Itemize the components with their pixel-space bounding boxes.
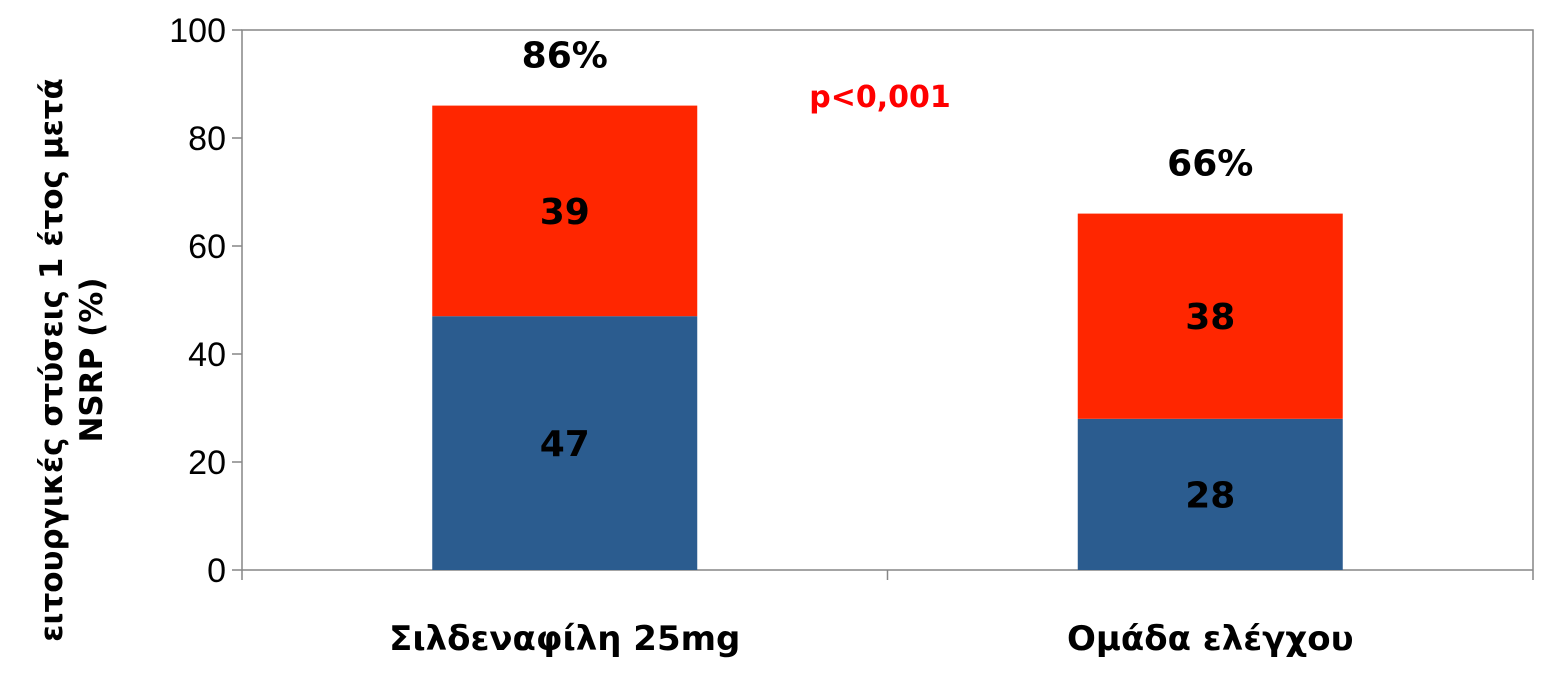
y-tick-label: 20 [188, 444, 226, 482]
bar-segment-0-1 [432, 105, 698, 317]
y-tick-label: 100 [169, 12, 226, 50]
bar-total-label: 86% [522, 36, 608, 77]
bar-segment-1-1 [1077, 213, 1343, 419]
bar-segment-0-0 [432, 316, 698, 570]
y-axis-label-line-2: NSRP (%) [74, 277, 110, 442]
bar-segment-value-label: 39 [540, 192, 590, 233]
p-value-annotation: p<0,001 [809, 80, 951, 115]
y-axis-label-line-1: ειτουργικές στύσεις 1 έτος μετά [34, 78, 70, 642]
y-tick-label: 60 [188, 228, 226, 266]
y-tick-label: 40 [188, 336, 226, 374]
y-tick-label: 0 [207, 552, 226, 590]
y-axis-ticks: 0 20 40 60 80 100 [169, 12, 242, 590]
y-axis-label: ειτουργικές στύσεις 1 έτος μετά NSRP (%) [34, 78, 110, 642]
x-category-label: Σιλδεναφίλη 25mg [389, 619, 740, 659]
data-labels: 47 39 86% Σιλδεναφίλη 25mg 28 38 66% Ομάδα ελέγ… [389, 36, 1353, 659]
x-category-label: Ομάδα ελέγχου [1067, 619, 1354, 659]
bar-segment-value-label: 28 [1185, 475, 1235, 516]
y-tick-label: 80 [188, 120, 226, 158]
bar-segment-value-label: 47 [540, 424, 590, 465]
bar-segment-1-0 [1077, 418, 1343, 570]
plot-frame [241, 29, 1534, 570]
bar-total-label: 66% [1167, 144, 1253, 185]
bar-segment-value-label: 38 [1185, 297, 1235, 338]
bars [432, 105, 1343, 570]
